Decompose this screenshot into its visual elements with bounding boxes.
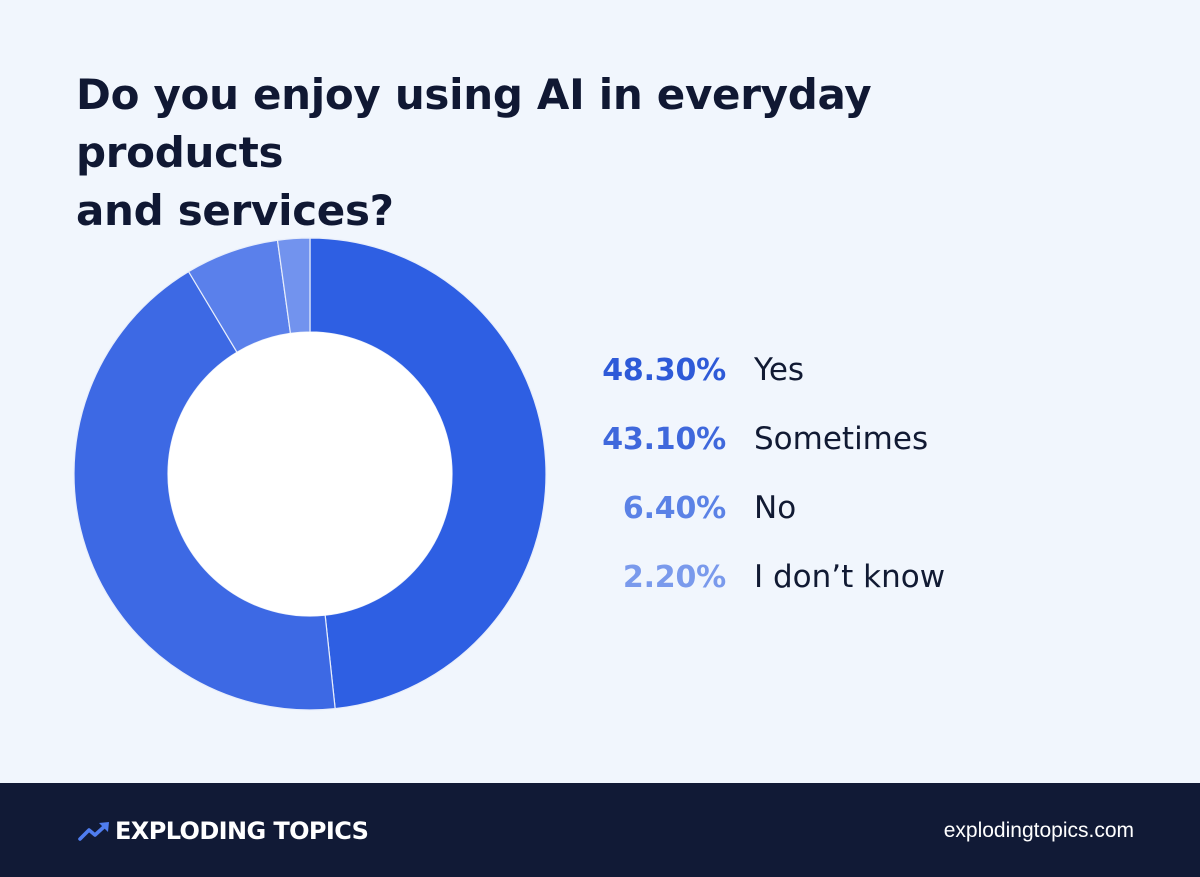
legend-item-no: 6.40% No xyxy=(570,478,1050,538)
legend-item-yes: 48.30% Yes xyxy=(570,340,1050,400)
chart-title-line-2: and services? xyxy=(76,186,394,235)
legend-item-dont-know: 2.20% I don’t know xyxy=(570,547,1050,607)
legend-label-sometimes: Sometimes xyxy=(754,421,929,457)
legend-item-sometimes: 43.10% Sometimes xyxy=(570,409,1050,469)
donut-chart xyxy=(73,237,547,711)
legend-value-yes: 48.30% xyxy=(602,352,726,388)
donut-hole xyxy=(168,332,452,616)
legend-value-sometimes: 43.10% xyxy=(602,421,726,457)
chart-title-line-1: Do you enjoy using AI in everyday produc… xyxy=(76,70,872,177)
legend-label-yes: Yes xyxy=(754,352,805,388)
legend-value-dont-know: 2.20% xyxy=(622,559,726,595)
brand-logo[interactable]: EXPLODING TOPICS xyxy=(77,816,369,846)
trending-up-arrow-icon xyxy=(78,822,109,841)
legend-label-no: No xyxy=(754,490,797,526)
legend-value-no: 6.40% xyxy=(622,490,726,526)
chart-title: Do you enjoy using AI in everyday produc… xyxy=(76,66,1076,240)
brand-name: EXPLODING TOPICS xyxy=(115,817,369,845)
website-link[interactable]: explodingtopics.com xyxy=(943,819,1134,842)
footer-bar: EXPLODING TOPICS explodingtopics.com xyxy=(0,783,1200,877)
legend-label-dont-know: I don’t know xyxy=(754,559,946,595)
